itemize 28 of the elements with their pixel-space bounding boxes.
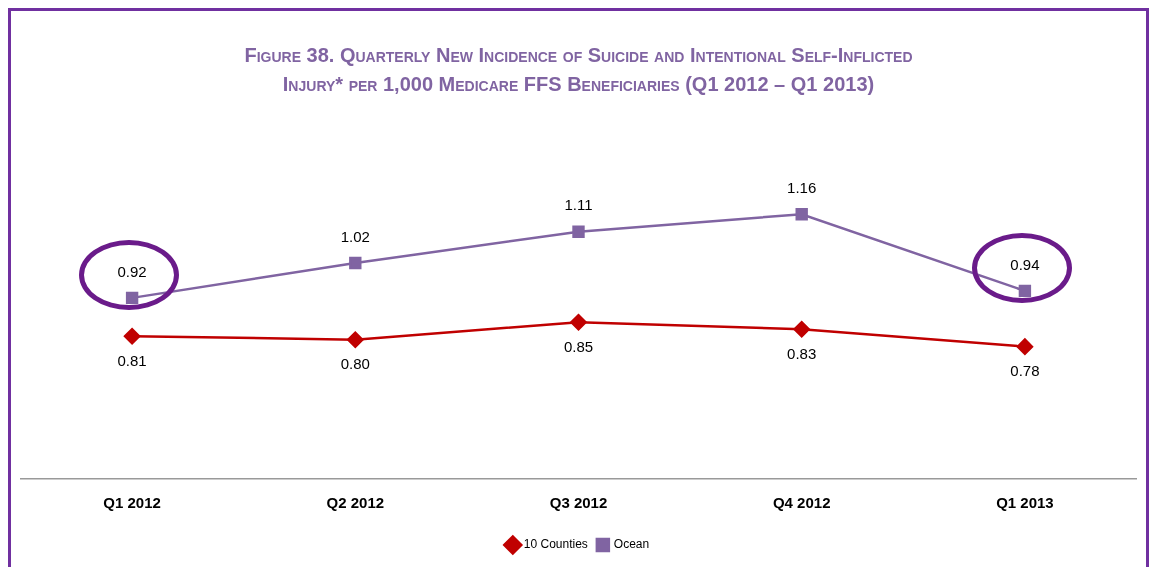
chart-title: Figure 38. Quarterly New Incidence of Suicide and Intentional Self-Inflicted Injury* per 1,000 Medicare FFS Beneficiaries (Q1 2012 – Q1 2013) <box>243 43 914 97</box>
data-label: 0.80 <box>340 355 370 373</box>
point <box>793 320 810 338</box>
point <box>1018 284 1032 298</box>
data-label: 0.85 <box>563 337 594 355</box>
point <box>795 208 808 221</box>
point <box>572 225 585 238</box>
data-label: 1.16 <box>787 178 817 196</box>
x-tick-label: Q1 2012 <box>103 494 161 512</box>
x-tick-label: Q4 2012 <box>772 494 831 512</box>
x-tick-label: Q1 2013 <box>996 494 1054 512</box>
point <box>1016 338 1034 355</box>
point <box>125 291 139 305</box>
x-tick-label: Q3 2012 <box>549 494 608 512</box>
point <box>347 331 364 348</box>
legend-label: 10 Counties <box>523 537 588 552</box>
legend-label: Ocean <box>613 537 650 552</box>
point <box>349 256 362 270</box>
data-label: 1.02 <box>340 227 370 245</box>
data-label: 0.81 <box>117 351 147 369</box>
point <box>123 327 141 345</box>
point <box>570 314 587 331</box>
data-label: 0.83 <box>787 344 817 362</box>
data-label: 0.92 <box>117 262 147 280</box>
data-label: 1.11 <box>564 196 593 214</box>
data-label: 0.78 <box>1010 362 1040 380</box>
data-label: 0.94 <box>1010 255 1040 273</box>
x-tick-label: Q2 2012 <box>326 494 385 512</box>
